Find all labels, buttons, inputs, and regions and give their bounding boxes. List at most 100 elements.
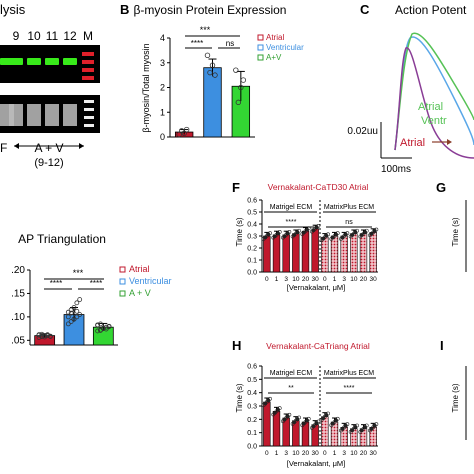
gel-bottom-bands [0, 100, 94, 127]
gel-band [63, 58, 77, 65]
lane-label: 12 [63, 29, 77, 43]
data-point [95, 328, 101, 334]
x-tick-label: 10 [350, 276, 358, 283]
data-point [364, 423, 369, 428]
data-point [106, 324, 112, 330]
data-point [36, 332, 42, 338]
panel-i-letter: I [440, 338, 444, 353]
y-tick-label: 0 [160, 132, 165, 142]
panel-h-ylabel: Time (s) [235, 383, 244, 412]
panel-e-title: AP Triangulation [18, 232, 106, 246]
x-tick-label: 20 [302, 450, 310, 457]
data-point [374, 422, 379, 427]
legend-av: A+V [266, 53, 282, 62]
label-atrial: Atrial [400, 137, 425, 149]
scale-v-label: 0.02uu [347, 126, 378, 137]
bar [311, 228, 319, 273]
data-point [95, 322, 101, 328]
gel-band [45, 58, 59, 65]
panel-c-title: Action Potent [395, 3, 467, 17]
marker-band [82, 52, 94, 56]
data-point [74, 314, 80, 320]
bar [272, 411, 281, 447]
data-point [181, 130, 187, 136]
data-point [98, 321, 103, 327]
x-tick-label: 3 [342, 450, 346, 457]
panel-h-chart: 0.00.10.20.30.40.50.60 1 3 10 20 30 0 1 3 10 20 30M… [247, 364, 379, 457]
x-tick-label: 30 [312, 276, 320, 283]
data-point [77, 297, 83, 302]
panel-f-ylabel: Time (s) [235, 217, 244, 246]
y-tick-label: 0.3 [247, 404, 257, 411]
y-tick-label: 3 [160, 58, 165, 68]
x-tick-label: 20 [360, 276, 368, 283]
y-tick-label: 0.2 [247, 246, 257, 253]
legend-av-marker [257, 54, 264, 61]
panel-h-xlabel: [Vernakalant, μM] [287, 459, 346, 468]
data-point [335, 416, 340, 421]
data-point [268, 231, 272, 236]
legend-atrial-marker [257, 34, 264, 41]
data-point [176, 131, 182, 138]
label-ventricular: Ventr [421, 115, 447, 127]
panel-e-sig-top: *** [73, 268, 84, 278]
panel-b-title: β-myosin Protein Expression [134, 3, 287, 17]
legend-atrial: Atrial [266, 33, 284, 42]
data-point [71, 316, 77, 322]
data-point [74, 300, 80, 306]
panel-b-letter: B [120, 2, 129, 17]
x-tick-label: 10 [292, 450, 300, 457]
bar [292, 420, 300, 447]
data-point [326, 411, 330, 416]
data-point [68, 307, 74, 313]
data-point [39, 333, 45, 339]
panel-b-ylabel: β-myosin/Total myosin [141, 43, 151, 132]
x-tick-label: 20 [360, 450, 368, 457]
data-point [65, 321, 71, 327]
panel-f-chart: 0.00.10.20.30.40.50.60 1 3 10 20 30 0 1 3 10 20 30M… [247, 198, 379, 283]
x-tick-label: 0 [265, 450, 269, 457]
lane-label: 10 [27, 29, 41, 43]
panel-c-letter: C [360, 2, 370, 17]
legend-ventricular: Ventricular [266, 43, 304, 52]
data-point [207, 69, 213, 76]
gel-lane [63, 104, 77, 126]
marker-band [84, 124, 94, 127]
gel-band [9, 58, 23, 65]
x-tick-label: 30 [370, 450, 378, 457]
bar [330, 235, 339, 273]
panel-g-letter: G [436, 180, 446, 195]
trace-av [394, 32, 474, 151]
lane-label: 11 [46, 29, 59, 43]
bar [263, 401, 271, 447]
y-tick-label: 0.1 [247, 430, 257, 437]
data-point [287, 412, 292, 417]
y-tick-label: 0.6 [247, 198, 257, 205]
gel-band [27, 58, 41, 65]
data-point [364, 228, 369, 233]
data-point [297, 415, 301, 420]
data-point [183, 126, 190, 133]
data-point [209, 62, 216, 68]
panel-f-xlabel: [Vernakalant, μM] [287, 283, 346, 292]
y-tick-label: 2 [160, 83, 165, 93]
data-point [238, 84, 244, 91]
y-tick-label: 0.2 [247, 417, 257, 424]
y-tick-label: 0.4 [247, 222, 257, 229]
group-label: Matrigel ECM [270, 204, 313, 211]
legend-ventricular-marker [257, 44, 264, 51]
data-point [233, 67, 239, 73]
legend-e-av-marker [119, 290, 126, 297]
panel-e-legend: Atrial Ventricular A + V [119, 264, 172, 298]
panel-e-chart: .05 .10 .15 .20 [11, 265, 118, 346]
y-tick-label: 0.3 [247, 234, 257, 241]
gel-lane [45, 104, 59, 126]
gel-lane [27, 104, 41, 126]
x-tick-label: 30 [370, 276, 378, 283]
data-point [268, 396, 272, 401]
data-point [74, 308, 80, 314]
x-tick-label: 3 [284, 276, 288, 283]
panel-e-sig-right: **** [90, 279, 102, 288]
x-tick-label: 10 [292, 276, 300, 283]
bar [301, 230, 310, 273]
